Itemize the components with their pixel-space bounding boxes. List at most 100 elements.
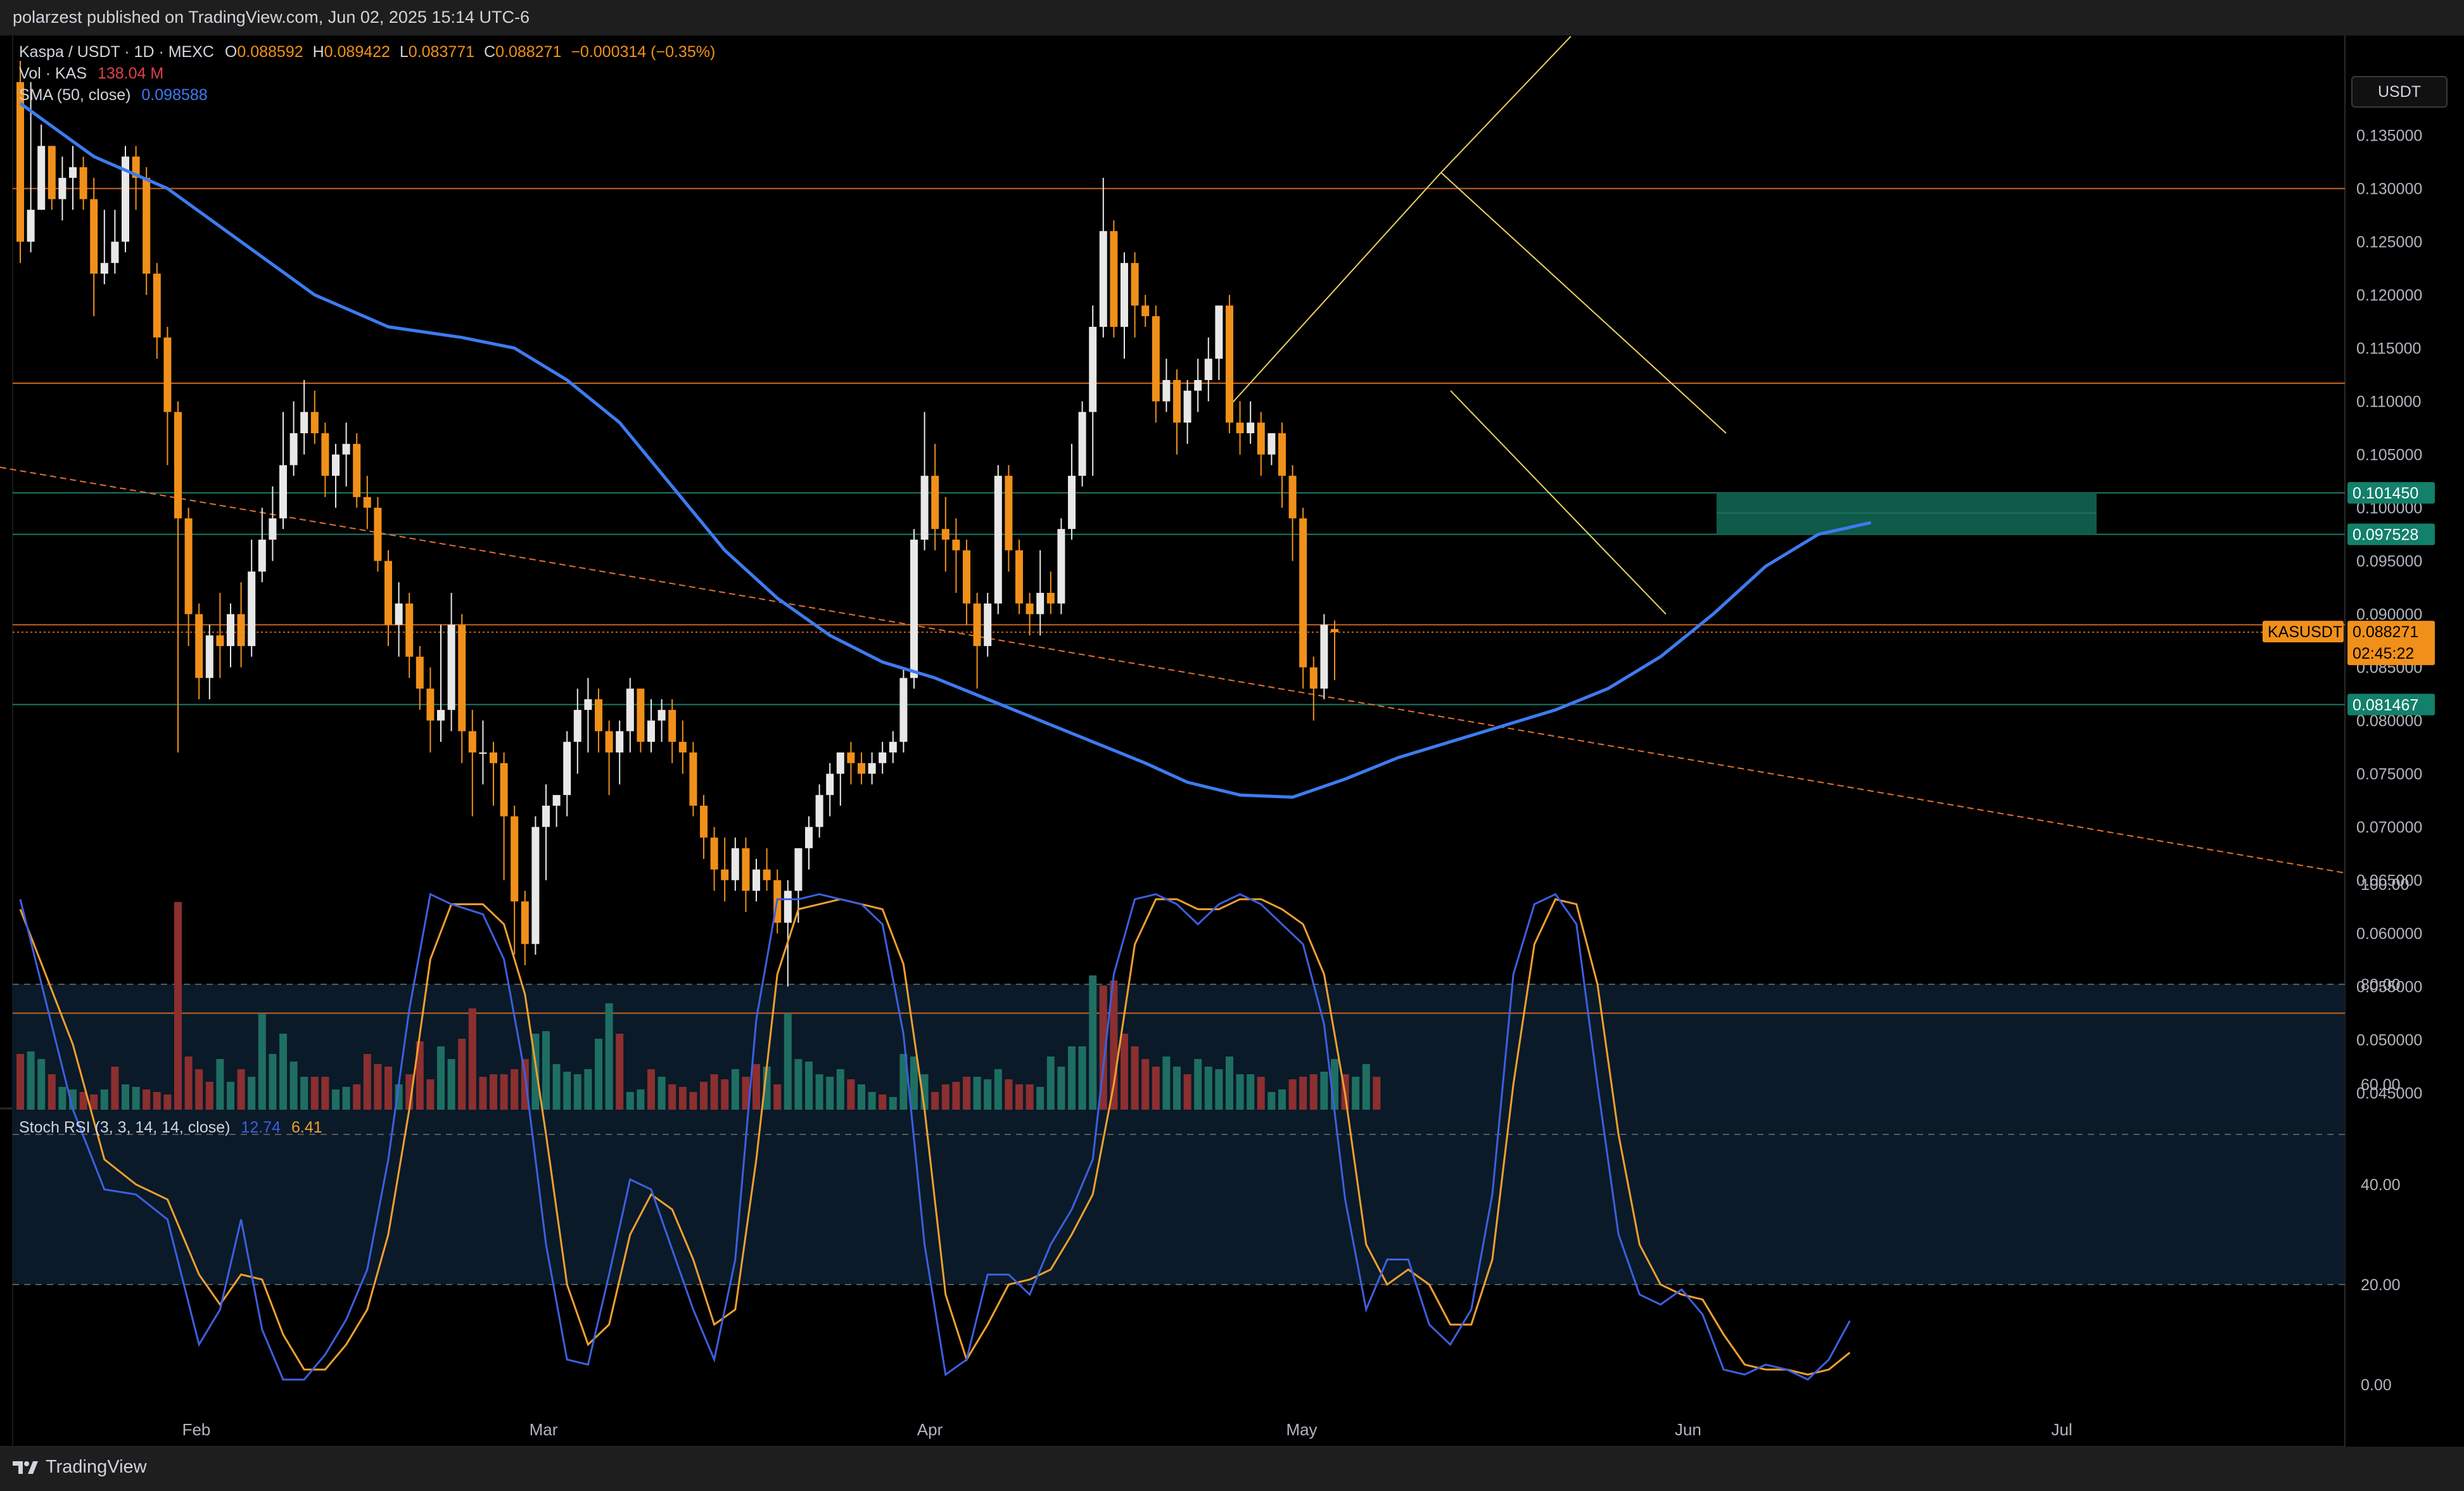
candle-body bbox=[984, 603, 992, 646]
volume-label: Vol · KAS bbox=[19, 65, 87, 82]
volume-bar bbox=[468, 1008, 476, 1110]
volume-bar bbox=[163, 1094, 172, 1110]
y-tick-label: 0.050000 bbox=[2356, 1032, 2422, 1050]
candle-body bbox=[721, 869, 729, 880]
stoch-d-value: 6.41 bbox=[291, 1119, 322, 1136]
volume-bar bbox=[1089, 975, 1097, 1110]
candle-body bbox=[500, 763, 508, 816]
open-label: O bbox=[224, 43, 238, 61]
stoch-label: Stoch RSI (3, 3, 14, 14, close) bbox=[19, 1119, 231, 1136]
price-chart[interactable]: 0.1400000.1350000.1300000.1250000.120000… bbox=[0, 35, 2464, 1447]
candle-body bbox=[384, 561, 392, 625]
candle-body bbox=[122, 156, 129, 242]
volume-bar bbox=[195, 1069, 203, 1110]
chart-area[interactable]: 0.1400000.1350000.1300000.1250000.120000… bbox=[0, 35, 2464, 1447]
volume-bar bbox=[1046, 1056, 1055, 1110]
level-label-bg bbox=[2347, 694, 2435, 716]
candle-body bbox=[1226, 305, 1233, 423]
volume-bar bbox=[1267, 1092, 1276, 1110]
volume-bar bbox=[500, 1074, 508, 1110]
candle-body bbox=[111, 241, 119, 263]
candle-body bbox=[1057, 529, 1065, 604]
candle-body bbox=[531, 827, 540, 944]
volume-bar bbox=[616, 1034, 624, 1110]
candle-body bbox=[48, 146, 56, 200]
candle-body bbox=[205, 635, 213, 678]
candle-body bbox=[143, 177, 151, 274]
candle-body bbox=[479, 752, 487, 754]
volume-bar bbox=[984, 1079, 992, 1110]
candle-body bbox=[552, 795, 561, 806]
candle-body bbox=[258, 540, 266, 572]
currency-button[interactable]: USDT bbox=[2351, 76, 2448, 108]
top-bar: polarzest published on TradingView.com, … bbox=[0, 0, 2464, 35]
volume-bar bbox=[552, 1064, 561, 1110]
volume-bar bbox=[794, 1059, 803, 1110]
candle-body bbox=[174, 412, 182, 519]
published-text: polarzest published on TradingView.com, … bbox=[13, 8, 530, 27]
candle-body bbox=[1026, 603, 1034, 614]
volume-bar bbox=[815, 1074, 823, 1110]
candle-body bbox=[16, 82, 24, 242]
candle-body bbox=[836, 752, 844, 774]
volume-bar bbox=[1362, 1064, 1370, 1110]
y-tick-label: 0.130000 bbox=[2356, 181, 2422, 198]
stoch-tick-label: 0.00 bbox=[2361, 1376, 2392, 1394]
volume-bar bbox=[184, 1056, 193, 1110]
volume-bar bbox=[847, 1079, 855, 1110]
volume-bar bbox=[1373, 1077, 1381, 1110]
volume-bar bbox=[668, 1084, 676, 1110]
volume-bar bbox=[889, 1097, 897, 1110]
volume-bar bbox=[868, 1092, 876, 1110]
volume-bar bbox=[1204, 1067, 1212, 1110]
volume-bar bbox=[79, 1092, 87, 1110]
demand-zone bbox=[1717, 493, 2097, 535]
candle-body bbox=[542, 806, 550, 827]
volume-bar bbox=[858, 1084, 865, 1110]
volume-bar bbox=[1078, 1046, 1086, 1110]
candle-body bbox=[321, 433, 329, 476]
candle-body bbox=[1046, 593, 1055, 604]
candle-body bbox=[37, 146, 46, 210]
candle-body bbox=[973, 603, 981, 646]
y-tick-label: 0.060000 bbox=[2356, 925, 2422, 943]
volume-bar bbox=[647, 1069, 655, 1110]
candle-body bbox=[458, 625, 466, 732]
volume-bar bbox=[1057, 1067, 1065, 1110]
volume-bar bbox=[1162, 1056, 1171, 1110]
symbol-name: Kaspa / USDT · 1D · MEXC bbox=[19, 43, 214, 61]
volume-bar bbox=[227, 1082, 234, 1110]
volume-bar bbox=[584, 1069, 592, 1110]
y-tick-label: 0.070000 bbox=[2356, 819, 2422, 837]
volume-bar bbox=[384, 1067, 392, 1110]
candle-body bbox=[1152, 316, 1160, 402]
volume-bar bbox=[1131, 1046, 1139, 1110]
level-label: 0.097528 bbox=[2353, 526, 2418, 544]
candle-body bbox=[963, 550, 970, 604]
volume-bar bbox=[1141, 1059, 1150, 1110]
candle-body bbox=[1015, 550, 1023, 604]
volume-bar bbox=[1247, 1074, 1255, 1110]
y-tick-label: 0.090000 bbox=[2356, 606, 2422, 624]
volume-bar bbox=[342, 1087, 350, 1110]
volume-bar bbox=[710, 1074, 718, 1110]
level-label: 0.101450 bbox=[2353, 485, 2418, 502]
candle-body bbox=[511, 816, 519, 902]
close-label: C bbox=[484, 43, 496, 61]
volume-bar bbox=[879, 1094, 887, 1110]
level-label: 0.081467 bbox=[2353, 696, 2418, 714]
volume-bar bbox=[700, 1082, 708, 1110]
tradingview-logo[interactable]: TradingView bbox=[13, 1457, 147, 1478]
volume-bar bbox=[437, 1046, 445, 1110]
y-tick-label: 0.105000 bbox=[2356, 447, 2422, 464]
volume-bar bbox=[836, 1069, 844, 1110]
stoch-tick-label: 20.00 bbox=[2361, 1276, 2401, 1294]
volume-bar bbox=[1215, 1069, 1223, 1110]
volume-bar bbox=[952, 1082, 960, 1110]
volume-bar bbox=[511, 1069, 519, 1110]
volume-bar bbox=[248, 1077, 256, 1110]
candle-body bbox=[447, 625, 455, 710]
x-tick-label: Mar bbox=[530, 1420, 558, 1439]
volume-bar bbox=[931, 1092, 939, 1110]
bottom-bar: TradingView bbox=[0, 1447, 2464, 1491]
